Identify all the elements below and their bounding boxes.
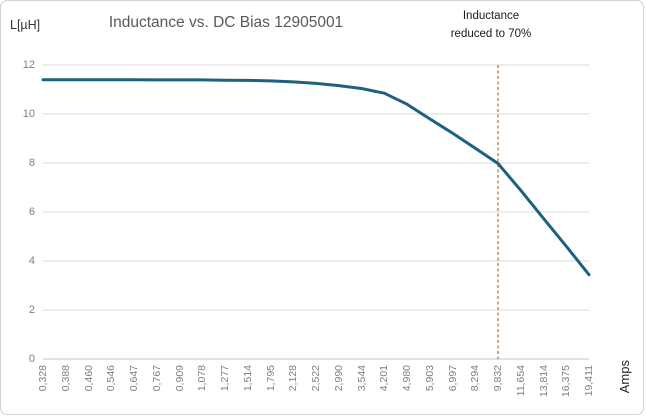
x-tick-label: 0,388 xyxy=(59,365,72,392)
x-tick-label: 2,522 xyxy=(310,365,322,392)
x-tick-label: 2,128 xyxy=(287,365,300,392)
y-tick-label: 12 xyxy=(22,59,35,71)
x-tick-label: 1,078 xyxy=(196,365,209,392)
x-tick-label: 19,411 xyxy=(583,365,595,397)
x-tick-label: 11,654 xyxy=(514,365,527,397)
x-tick-label: 4,980 xyxy=(401,365,413,392)
x-tick-label: 0,546 xyxy=(105,365,118,392)
y-tick-label: 8 xyxy=(28,157,35,169)
y-tick-label: 2 xyxy=(28,304,35,316)
y-tick-label: 4 xyxy=(28,255,35,267)
x-tick-label: 5,903 xyxy=(423,365,436,392)
y-tick-label: 0 xyxy=(28,353,35,365)
annotation-line1: Inductance xyxy=(462,10,520,22)
x-tick-label: 0,647 xyxy=(128,365,140,392)
inductance-curve xyxy=(41,78,591,277)
x-tick-label: 3,544 xyxy=(355,365,368,392)
chart-title: Inductance vs. DC Bias 12905001 xyxy=(108,14,344,31)
annotation-line2: reduced to 70% xyxy=(450,28,532,40)
x-tick-label: 0,767 xyxy=(150,365,163,392)
plot-area xyxy=(41,64,591,360)
x-tick-label: 2,990 xyxy=(332,365,345,392)
x-tick-label: 16,375 xyxy=(560,365,573,398)
plot-canvas xyxy=(41,64,591,360)
x-tick-label: 0,328 xyxy=(37,365,49,392)
x-tick-label: 6,997 xyxy=(446,365,459,392)
y-tick-label: 6 xyxy=(28,206,35,218)
x-tick-label: 4,201 xyxy=(378,365,391,392)
x-axis-unit-label: Amps xyxy=(617,360,632,394)
x-tick-label: 0,909 xyxy=(173,365,186,392)
x-tick-label: 1,277 xyxy=(219,365,231,392)
x-tick-label: 8,294 xyxy=(469,365,482,392)
x-tick-label: 13,814 xyxy=(537,365,550,398)
x-tick-label: 0,460 xyxy=(82,365,95,392)
x-tick-label: 9,832 xyxy=(492,365,504,392)
y-axis-unit-label: L[µH] xyxy=(10,18,41,32)
annotation-70-percent: Inductance reduced to 70% xyxy=(416,7,566,43)
y-tick-label: 10 xyxy=(22,108,35,120)
x-tick-label: 1,514 xyxy=(241,365,254,392)
x-tick-label: 1,795 xyxy=(264,365,277,392)
